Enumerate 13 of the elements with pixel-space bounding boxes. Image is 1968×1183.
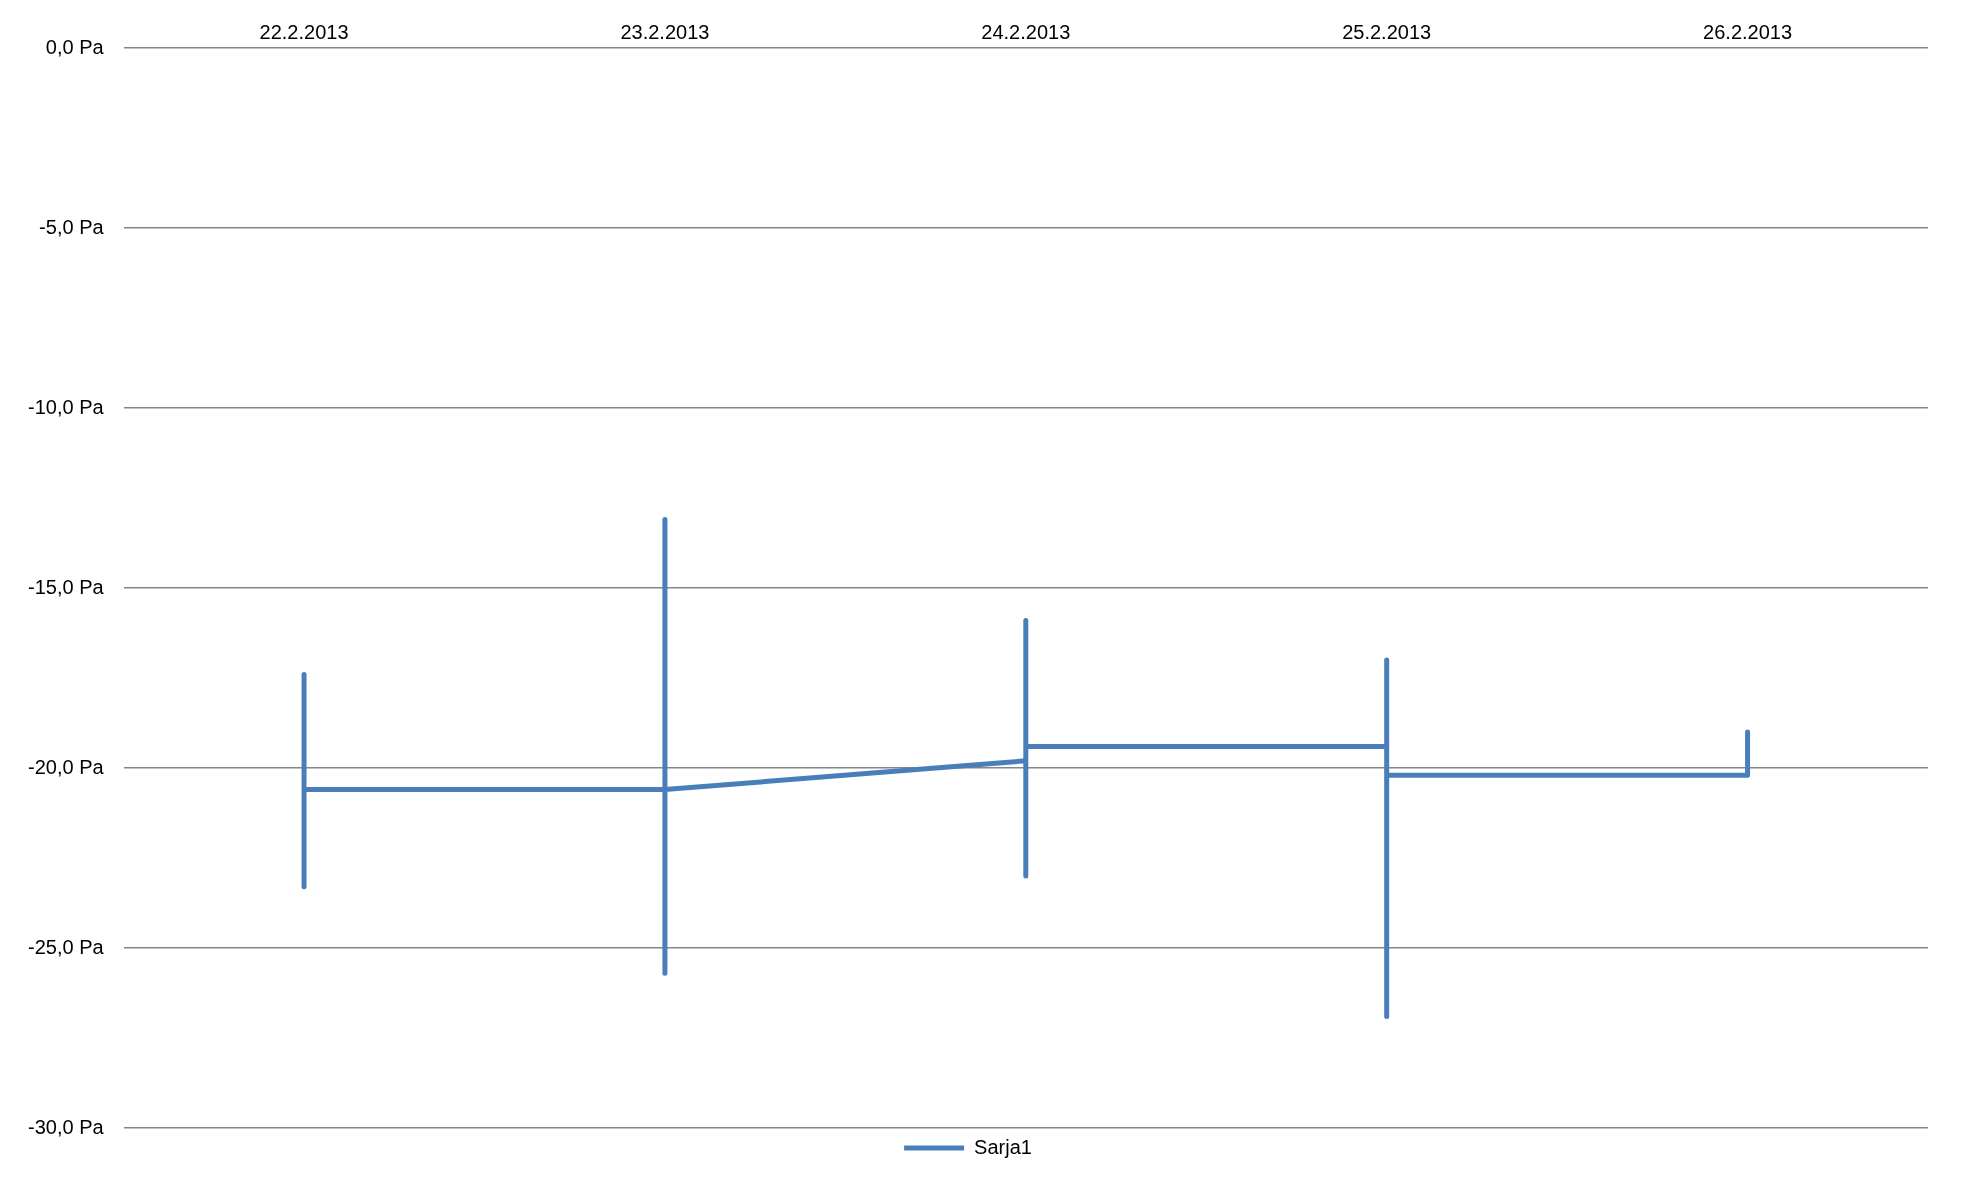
y-tick-label: -20,0 Pa xyxy=(28,755,105,778)
x-tick-label: 26.2.2013 xyxy=(1703,20,1793,43)
x-tick-label: 24.2.2013 xyxy=(981,20,1071,43)
y-tick-label: -30,0 Pa xyxy=(28,1115,105,1138)
x-tick-label: 25.2.2013 xyxy=(1342,20,1432,43)
legend-label: Sarja1 xyxy=(974,1135,1032,1158)
y-tick-label: 0,0 Pa xyxy=(45,35,105,58)
y-tick-label: -25,0 Pa xyxy=(28,935,105,958)
y-tick-label: -10,0 Pa xyxy=(28,395,105,418)
y-tick-label: -15,0 Pa xyxy=(28,575,105,598)
y-tick-label: -5,0 Pa xyxy=(39,215,105,238)
x-tick-label: 22.2.2013 xyxy=(259,20,349,43)
x-tick-label: 23.2.2013 xyxy=(620,20,710,43)
